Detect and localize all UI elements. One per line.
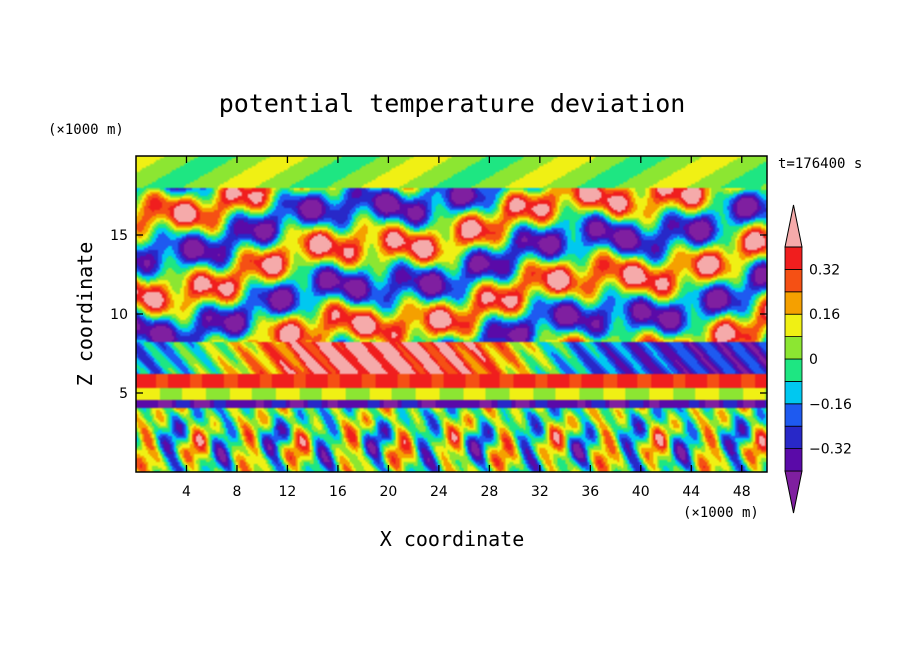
x-tick-label: 4 [182, 484, 191, 500]
x-unit-label: (×1000 m) [683, 505, 759, 521]
y-tick-label: 10 [110, 307, 128, 323]
colorbar-swatch [784, 268, 803, 293]
x-tick-label: 12 [279, 484, 297, 500]
colorbar-max-triangle [784, 204, 803, 248]
colorbar-min-triangle [784, 470, 803, 514]
x-tick-label: 44 [682, 484, 700, 500]
colorbar-swatch [784, 403, 803, 427]
time-label: t=176400 s [778, 156, 862, 172]
x-tick-label: 24 [430, 484, 448, 500]
plot-area [135, 155, 768, 473]
y-tick-label: 5 [119, 386, 128, 402]
colorbar-swatch [784, 313, 803, 338]
colorbar-swatch [784, 425, 803, 450]
colorbar-tick-label: 0.32 [809, 262, 840, 278]
x-tick-label: 16 [329, 484, 347, 500]
x-axis: 4 8 12 16 20 24 28 32 36 40 44 48 [182, 156, 751, 500]
colorbar-tick-label: 0 [809, 352, 818, 368]
colorbar-swatch [784, 448, 803, 472]
x-tick-label: 20 [379, 484, 397, 500]
colorbar-swatch [784, 380, 803, 405]
colorbar-tick-label: 0.16 [809, 307, 840, 323]
colorbar-swatch [784, 246, 803, 270]
colorbar: 0.32 0.16 0 −0.16 −0.32 [784, 204, 852, 514]
heatmap-image [136, 156, 767, 472]
colorbar-swatch [784, 291, 803, 315]
y-axis-label: Z coordinate [73, 242, 97, 387]
x-tick-label: 28 [480, 484, 498, 500]
y-unit-label: (×1000 m) [48, 122, 124, 138]
x-axis-label: X coordinate [380, 527, 525, 551]
y-axis: 5 10 15 [110, 228, 767, 402]
chart-title: potential temperature deviation [219, 89, 686, 118]
x-tick-label: 48 [733, 484, 751, 500]
x-tick-label: 40 [632, 484, 650, 500]
x-tick-label: 8 [232, 484, 241, 500]
x-tick-label: 32 [531, 484, 549, 500]
x-tick-label: 36 [581, 484, 599, 500]
colorbar-swatch [784, 336, 803, 360]
colorbar-tick-label: −0.32 [809, 442, 852, 458]
colorbar-tick-label: −0.16 [809, 397, 852, 413]
y-tick-label: 15 [110, 228, 128, 244]
colorbar-swatch [784, 358, 803, 382]
